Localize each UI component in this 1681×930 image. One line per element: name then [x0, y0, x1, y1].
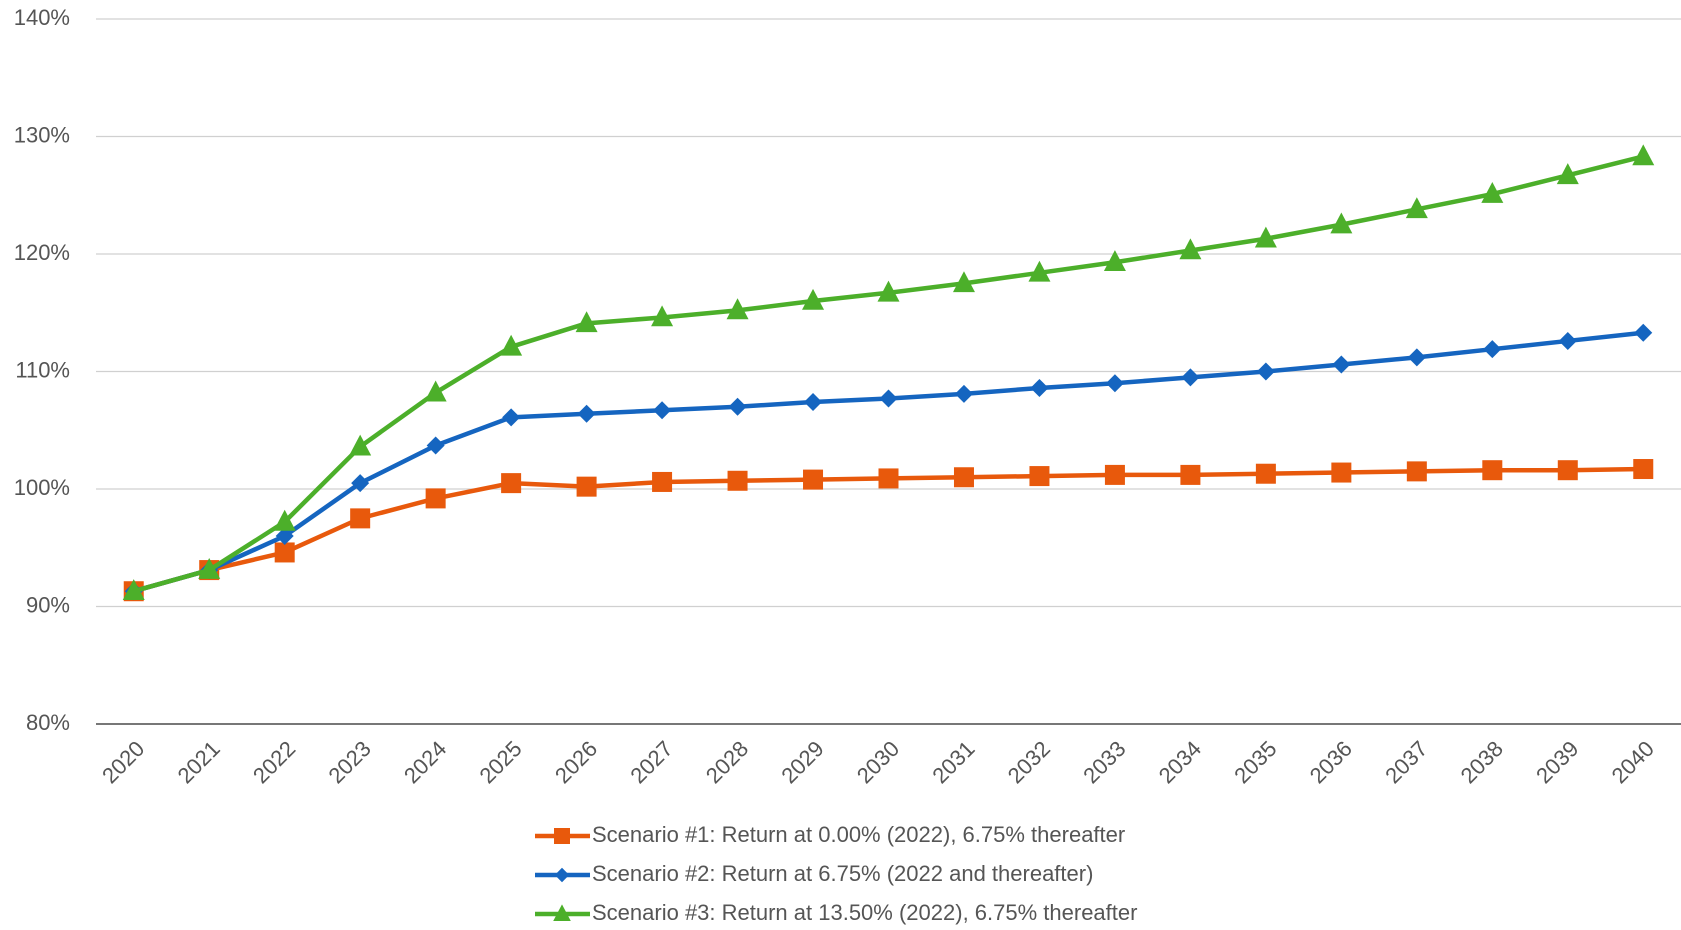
y-tick-label: 140%: [14, 5, 70, 30]
marker: [351, 474, 370, 493]
marker: [1558, 331, 1577, 350]
marker: [804, 393, 823, 412]
marker: [1028, 260, 1051, 282]
marker: [273, 509, 296, 531]
marker: [954, 384, 973, 403]
legend-item: Scenario #2: Return at 6.75% (2022 and t…: [535, 861, 1093, 886]
x-tick-label: 2020: [97, 736, 149, 788]
y-tick-label: 120%: [14, 240, 70, 265]
marker: [727, 470, 748, 491]
marker: [1179, 238, 1202, 260]
marker: [424, 380, 447, 402]
marker: [802, 288, 825, 310]
marker: [651, 305, 674, 327]
marker: [1255, 463, 1276, 484]
marker: [803, 469, 824, 490]
marker: [500, 334, 523, 356]
legend-marker: [554, 828, 570, 844]
x-tick-label: 2034: [1154, 736, 1206, 788]
x-tick-label: 2022: [248, 736, 300, 788]
marker: [877, 280, 900, 302]
marker: [1254, 226, 1277, 248]
x-tick-label: 2028: [701, 736, 753, 788]
marker: [1632, 144, 1655, 166]
marker: [426, 436, 445, 455]
legend-item: Scenario #1: Return at 0.00% (2022), 6.7…: [535, 822, 1125, 847]
marker: [350, 508, 371, 529]
marker: [728, 397, 747, 416]
x-tick-label: 2040: [1607, 736, 1659, 788]
marker: [1332, 355, 1351, 374]
marker: [1482, 460, 1503, 481]
marker: [275, 527, 294, 545]
marker: [576, 476, 597, 497]
marker: [1330, 212, 1353, 234]
marker: [1331, 462, 1352, 483]
marker: [1481, 181, 1504, 203]
marker: [1030, 378, 1049, 397]
legend-label: Scenario #3: Return at 13.50% (2022), 6.…: [592, 900, 1137, 925]
marker: [1407, 348, 1426, 367]
marker: [577, 404, 596, 423]
legend-label: Scenario #2: Return at 6.75% (2022 and t…: [592, 861, 1093, 886]
marker: [1029, 466, 1050, 487]
x-tick-label: 2023: [324, 736, 376, 788]
marker: [198, 557, 221, 579]
marker: [1406, 461, 1427, 482]
x-tick-label: 2038: [1456, 736, 1508, 788]
marker: [274, 542, 295, 563]
x-tick-label: 2025: [474, 736, 526, 788]
marker: [1105, 374, 1124, 393]
marker: [501, 473, 522, 494]
marker: [726, 298, 749, 320]
x-tick-label: 2032: [1003, 736, 1055, 788]
x-tick-label: 2021: [173, 736, 225, 788]
x-tick-label: 2027: [625, 736, 677, 788]
x-tick-label: 2037: [1380, 736, 1432, 788]
x-tick-label: 2031: [927, 736, 979, 788]
marker: [575, 311, 598, 333]
marker: [1405, 197, 1428, 219]
marker: [652, 471, 673, 492]
x-tick-label: 2036: [1305, 736, 1357, 788]
x-tick-label: 2039: [1531, 736, 1583, 788]
y-tick-label: 90%: [26, 592, 70, 617]
marker: [952, 271, 975, 293]
legend-marker: [554, 867, 570, 883]
y-tick-label: 100%: [14, 475, 70, 500]
marker: [1181, 368, 1200, 387]
marker: [1180, 464, 1201, 485]
x-tick-label: 2030: [852, 736, 904, 788]
marker: [1103, 250, 1126, 272]
marker: [425, 488, 446, 509]
x-tick-label: 2033: [1078, 736, 1130, 788]
marker: [502, 408, 521, 427]
y-tick-label: 130%: [14, 122, 70, 147]
x-tick-label: 2024: [399, 736, 451, 788]
legend-item: Scenario #3: Return at 13.50% (2022), 6.…: [535, 900, 1137, 925]
legend-label: Scenario #1: Return at 0.00% (2022), 6.7…: [592, 822, 1125, 847]
x-tick-label: 2029: [776, 736, 828, 788]
legend-marker: [553, 904, 571, 922]
marker: [953, 467, 974, 488]
x-tick-label: 2035: [1229, 736, 1281, 788]
marker: [349, 434, 372, 456]
y-tick-label: 80%: [26, 710, 70, 735]
marker: [1104, 464, 1125, 485]
marker: [1556, 163, 1579, 185]
marker: [1633, 459, 1654, 480]
marker: [122, 579, 145, 601]
y-tick-label: 110%: [15, 357, 70, 382]
marker: [1483, 340, 1502, 359]
x-tick-label: 2026: [550, 736, 602, 788]
marker: [1256, 362, 1275, 381]
marker: [878, 468, 899, 489]
marker: [1557, 460, 1578, 481]
marker: [653, 401, 672, 420]
marker: [1634, 323, 1653, 342]
marker: [879, 389, 898, 408]
